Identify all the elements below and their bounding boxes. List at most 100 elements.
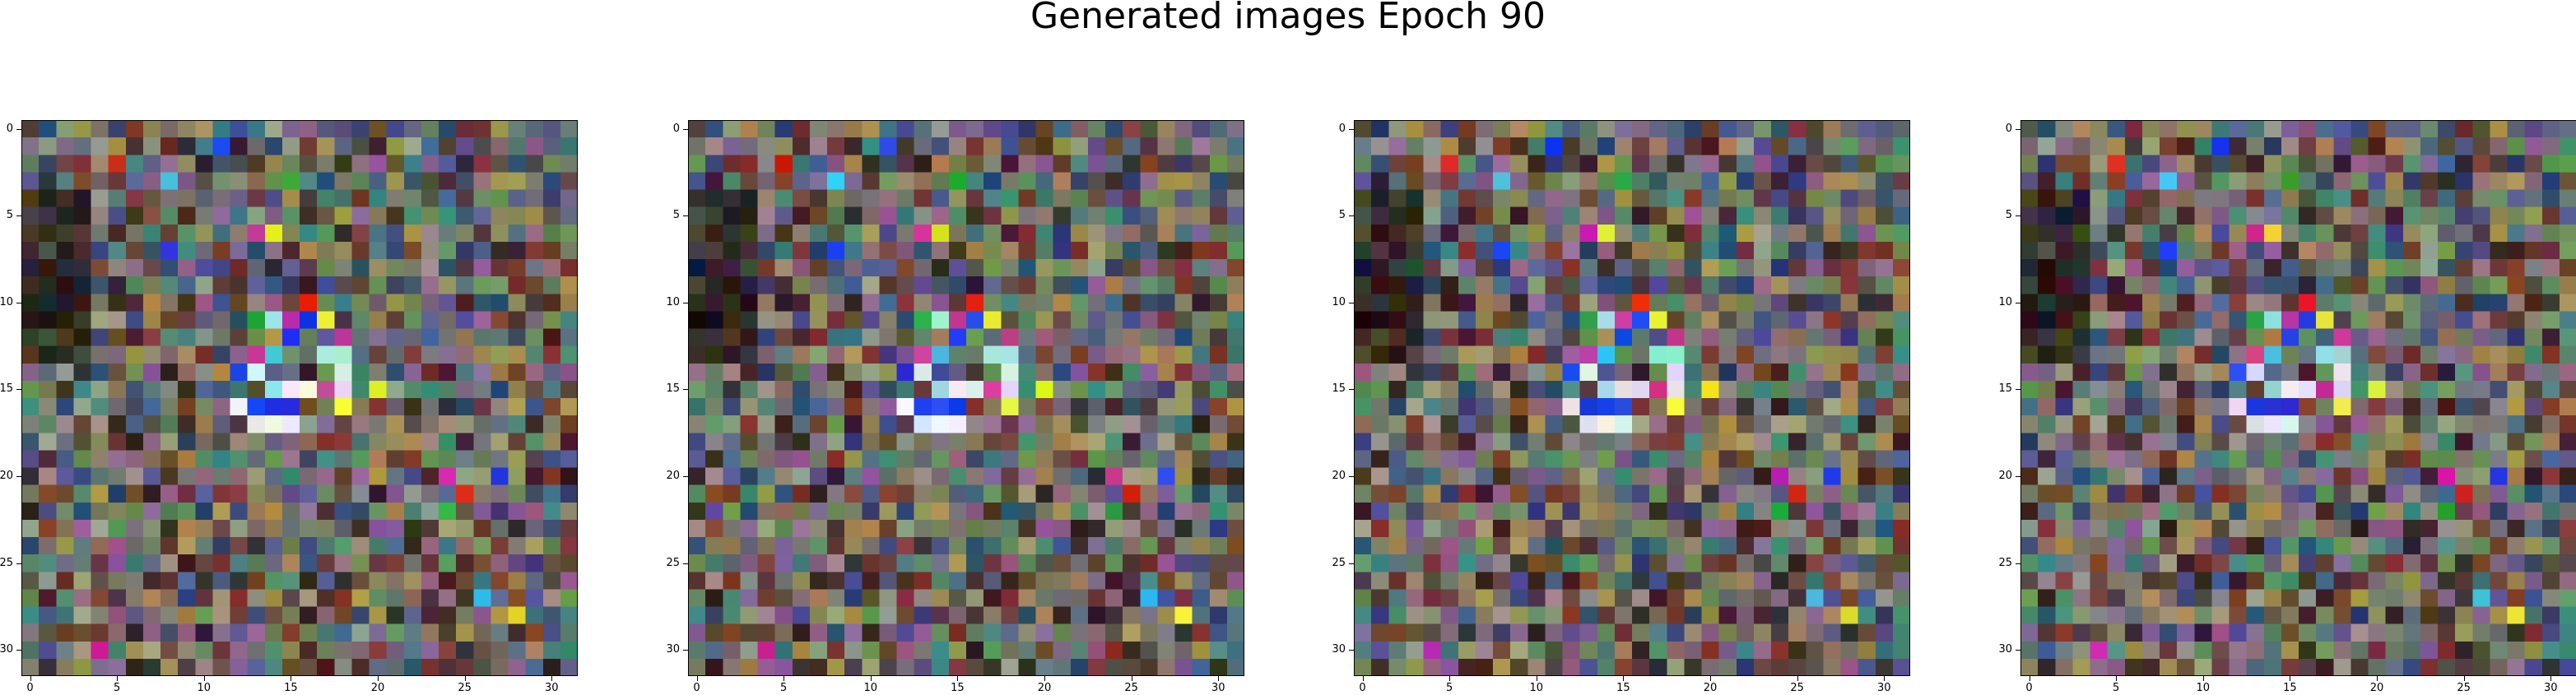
x-tick-label: 10 bbox=[1529, 682, 1544, 694]
x-tick-mark bbox=[957, 676, 959, 681]
x-tick-label: 20 bbox=[2369, 682, 2384, 694]
y-tick-mark bbox=[16, 563, 21, 564]
y-tick-mark bbox=[2016, 128, 2020, 130]
x-tick-mark bbox=[696, 676, 698, 681]
x-tick-label: 25 bbox=[458, 682, 472, 694]
y-tick-mark bbox=[1349, 650, 1354, 651]
y-tick-label: 20 bbox=[666, 470, 680, 483]
x-tick-label: 20 bbox=[1703, 682, 1718, 694]
y-tick-label: 0 bbox=[1338, 122, 1346, 135]
y-tick-mark bbox=[1349, 476, 1354, 478]
y-tick-mark bbox=[683, 563, 688, 564]
y-tick-mark bbox=[2016, 215, 2020, 217]
y-tick-mark bbox=[683, 476, 688, 478]
x-tick-mark bbox=[1797, 676, 1798, 681]
x-tick-label: 30 bbox=[1211, 682, 1225, 694]
y-tick-label: 5 bbox=[2005, 209, 2012, 222]
y-tick-label: 25 bbox=[0, 556, 13, 569]
y-tick-mark bbox=[1349, 389, 1354, 391]
x-tick-label: 25 bbox=[1790, 682, 1804, 694]
figure-title: Generated images Epoch 90 bbox=[1030, 0, 1546, 37]
generated-image-panel: 0 5 10 15 20 25 30 0 5 10 15 20 25 30 bbox=[1998, 120, 2576, 694]
x-tick-label: 10 bbox=[2196, 682, 2211, 694]
generated-image bbox=[21, 120, 578, 676]
x-tick-label: 15 bbox=[951, 682, 965, 694]
x-tick-mark bbox=[1710, 676, 1712, 681]
x-tick-mark bbox=[2202, 676, 2204, 681]
x-tick-mark bbox=[1218, 676, 1220, 681]
y-tick-mark bbox=[16, 476, 21, 478]
x-tick-mark bbox=[30, 676, 31, 681]
x-tick-mark bbox=[464, 676, 466, 681]
y-tick-label: 5 bbox=[6, 209, 13, 222]
generated-image bbox=[2020, 120, 2576, 676]
y-tick-mark bbox=[683, 650, 688, 651]
y-tick-label: 20 bbox=[1332, 470, 1346, 483]
x-tick-label: 20 bbox=[1037, 682, 1052, 694]
x-tick-mark bbox=[1044, 676, 1046, 681]
x-tick-mark bbox=[2377, 676, 2378, 681]
y-tick-mark bbox=[2016, 389, 2020, 391]
x-tick-mark bbox=[2550, 676, 2552, 681]
y-tick-label: 0 bbox=[672, 122, 680, 135]
y-tick-mark bbox=[16, 650, 21, 651]
y-tick-mark bbox=[683, 389, 688, 391]
y-tick-label: 25 bbox=[1332, 556, 1346, 569]
generated-image-panel: 0 5 10 15 20 25 30 0 5 10 15 20 25 30 bbox=[1332, 120, 1910, 694]
y-tick-mark bbox=[683, 215, 688, 217]
y-tick-label: 20 bbox=[1998, 470, 2012, 483]
x-tick-label: 15 bbox=[1616, 682, 1630, 694]
y-tick-label: 30 bbox=[1332, 643, 1346, 656]
y-tick-label: 30 bbox=[0, 643, 13, 656]
generated-image bbox=[688, 120, 1244, 676]
x-tick-mark bbox=[2463, 676, 2465, 681]
y-tick-mark bbox=[2016, 650, 2020, 651]
x-tick-label: 25 bbox=[1124, 682, 1138, 694]
x-tick-label: 15 bbox=[284, 682, 298, 694]
x-tick-label: 5 bbox=[780, 682, 788, 694]
x-tick-label: 30 bbox=[2544, 682, 2558, 694]
y-tick-mark bbox=[16, 389, 21, 391]
generated-image-panel: 0 5 10 15 20 25 30 0 5 10 15 20 25 30 bbox=[0, 120, 578, 694]
y-tick-mark bbox=[1349, 215, 1354, 217]
x-tick-mark bbox=[203, 676, 205, 681]
x-tick-label: 20 bbox=[370, 682, 385, 694]
x-tick-mark bbox=[1449, 676, 1451, 681]
y-tick-label: 25 bbox=[666, 556, 680, 569]
x-tick-label: 0 bbox=[26, 682, 34, 694]
x-tick-label: 5 bbox=[1446, 682, 1453, 694]
generated-image bbox=[1354, 120, 1910, 676]
y-tick-mark bbox=[2016, 476, 2020, 478]
y-tick-mark bbox=[683, 128, 688, 130]
y-tick-mark bbox=[16, 215, 21, 217]
x-tick-mark bbox=[1623, 676, 1625, 681]
x-tick-mark bbox=[783, 676, 785, 681]
x-tick-label: 0 bbox=[2025, 682, 2033, 694]
y-tick-label: 15 bbox=[1332, 382, 1346, 396]
x-tick-mark bbox=[378, 676, 379, 681]
generated-image-panel: 0 5 10 15 20 25 30 0 5 10 15 20 25 30 bbox=[666, 120, 1244, 694]
y-tick-label: 15 bbox=[1998, 382, 2012, 396]
y-tick-label: 5 bbox=[1338, 209, 1346, 222]
y-tick-mark bbox=[2016, 563, 2020, 564]
x-tick-mark bbox=[551, 676, 553, 681]
y-tick-label: 30 bbox=[666, 643, 680, 656]
y-tick-label: 15 bbox=[0, 382, 13, 396]
y-tick-label: 10 bbox=[1998, 295, 2012, 308]
x-tick-mark bbox=[1884, 676, 1886, 681]
x-tick-label: 30 bbox=[1877, 682, 1891, 694]
y-tick-label: 5 bbox=[672, 209, 680, 222]
y-tick-mark bbox=[1349, 563, 1354, 564]
y-tick-label: 20 bbox=[0, 470, 13, 483]
y-tick-mark bbox=[1349, 128, 1354, 130]
x-tick-label: 5 bbox=[2113, 682, 2120, 694]
x-tick-mark bbox=[870, 676, 872, 681]
y-tick-label: 15 bbox=[666, 382, 680, 396]
y-tick-label: 10 bbox=[666, 295, 680, 308]
x-tick-mark bbox=[117, 676, 119, 681]
y-tick-label: 25 bbox=[1998, 556, 2012, 569]
y-tick-label: 30 bbox=[1998, 643, 2012, 656]
x-tick-label: 0 bbox=[1359, 682, 1366, 694]
x-tick-label: 5 bbox=[114, 682, 121, 694]
y-tick-label: 10 bbox=[0, 295, 13, 308]
